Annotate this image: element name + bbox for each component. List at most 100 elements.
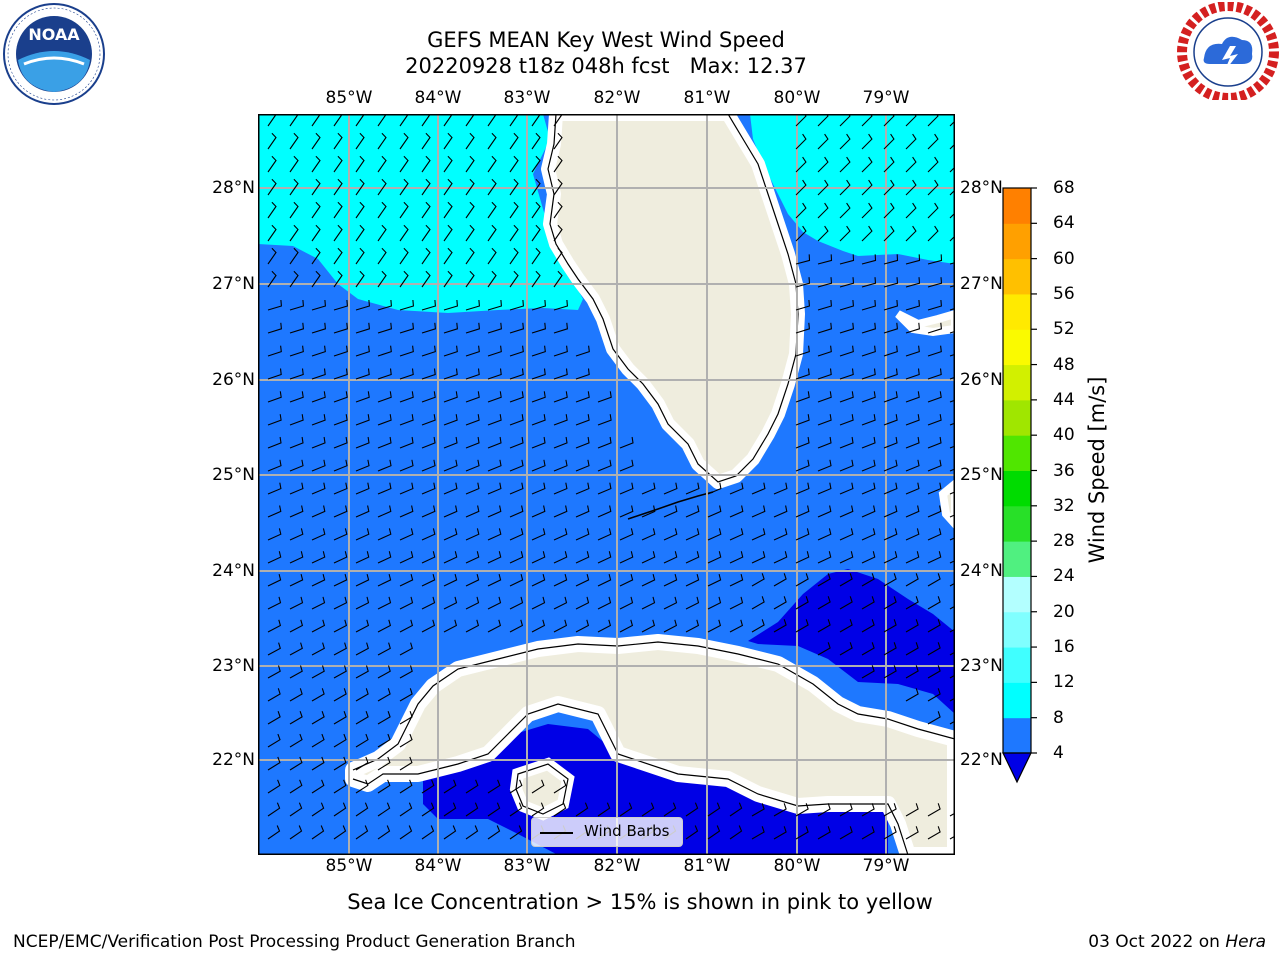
wind-barb <box>289 642 303 656</box>
wind-barb <box>531 459 546 472</box>
wind-barb <box>597 482 612 495</box>
wind-barb <box>575 436 590 449</box>
wind-barb <box>267 505 282 518</box>
wind-barb <box>443 482 458 495</box>
wind-barb <box>531 482 546 495</box>
wind-barb <box>883 642 897 656</box>
wind-barb <box>861 573 875 587</box>
wind-barb <box>509 779 523 794</box>
wind-barb <box>883 133 895 150</box>
colorbar-segment <box>1003 223 1031 260</box>
wind-barb <box>289 825 303 840</box>
wind-barb <box>355 482 370 495</box>
wind-barb <box>311 299 326 311</box>
lon-label: 80°W <box>773 856 821 876</box>
wind-barb <box>553 551 568 564</box>
wind-barb <box>861 665 875 679</box>
wind-barb <box>267 573 282 587</box>
wind-barb <box>751 826 765 840</box>
wind-barb <box>465 368 480 380</box>
wind-barb <box>861 202 873 219</box>
wind-barb <box>311 551 326 564</box>
wind-barb <box>289 528 304 541</box>
wind-barb <box>267 155 277 173</box>
wind-barb <box>355 178 365 196</box>
wind-barb <box>377 201 387 219</box>
wind-barb <box>487 459 502 472</box>
wind-barb <box>267 779 281 794</box>
wind-barb <box>751 803 765 817</box>
colorbar-tick-label: 40 <box>1053 425 1075 446</box>
wind-barb <box>707 573 722 587</box>
lon-label: 83°W <box>503 856 551 876</box>
wind-barb <box>531 596 546 610</box>
wind-barb <box>267 619 282 633</box>
wind-barb <box>311 436 326 449</box>
wind-barb <box>707 528 722 541</box>
wind-barb <box>685 505 700 518</box>
wind-barb <box>839 322 854 334</box>
wind-barb <box>839 225 851 242</box>
wind-barb <box>707 825 721 840</box>
wind-barb <box>817 368 832 380</box>
wind-barb <box>553 178 563 196</box>
wind-barb <box>817 391 832 403</box>
wind-barb <box>685 825 699 840</box>
wind-barb <box>399 201 409 219</box>
map-legend: Wind Barbs <box>531 817 683 847</box>
wind-barb <box>685 802 699 817</box>
wind-barb <box>465 201 475 219</box>
wind-barb <box>619 436 634 449</box>
wind-barb <box>421 224 431 242</box>
wind-barb <box>949 120 955 127</box>
wind-barb <box>839 596 853 610</box>
wind-barb <box>619 573 634 587</box>
wind-barb <box>927 345 942 357</box>
wind-barb <box>817 414 832 426</box>
wind-barb <box>377 505 392 518</box>
wind-barb <box>333 299 348 311</box>
wind-barb <box>509 825 523 840</box>
lat-label: 28°N <box>960 178 1003 198</box>
wind-barb <box>487 573 502 587</box>
footer-host: Hera <box>1225 932 1266 952</box>
wind-barb <box>817 322 832 334</box>
wind-barb <box>773 619 787 633</box>
wind-barb <box>839 459 854 472</box>
wind-barb <box>531 436 546 449</box>
wind-barb <box>399 642 413 656</box>
wind-barb <box>663 528 678 541</box>
colorbar-segment <box>1003 541 1031 577</box>
wind-barb <box>927 156 939 173</box>
wind-barb <box>883 414 898 426</box>
colorbar-segment <box>1003 611 1031 648</box>
wind-barb <box>839 528 854 541</box>
wind-barb <box>531 391 546 403</box>
wind-barb <box>377 756 391 771</box>
wind-barb <box>487 551 502 564</box>
wind-barb <box>267 270 277 288</box>
wind-barb <box>333 201 343 219</box>
wind-barb <box>421 436 436 449</box>
wind-barb <box>883 202 895 219</box>
wind-barb <box>905 573 919 587</box>
wind-barb <box>399 459 414 472</box>
wind-barb <box>355 270 365 288</box>
wind-barb <box>905 459 920 472</box>
wind-barb <box>839 368 854 380</box>
wind-barb <box>795 254 811 265</box>
wind-barb <box>443 155 453 173</box>
wind-barb <box>311 270 321 288</box>
wind-barb <box>377 596 392 610</box>
wind-barb <box>355 201 365 219</box>
lon-label: 82°W <box>593 856 641 876</box>
wind-barb <box>399 299 414 311</box>
wind-barb <box>465 299 480 311</box>
wind-barb <box>355 733 369 748</box>
wind-barb <box>399 802 413 817</box>
wind-barb <box>839 482 854 495</box>
wind-barb <box>289 322 304 334</box>
sea-ice-note: Sea Ice Concentration > 15% is shown in … <box>347 890 933 914</box>
wind-barb <box>311 825 325 840</box>
wind-barb <box>421 414 436 426</box>
